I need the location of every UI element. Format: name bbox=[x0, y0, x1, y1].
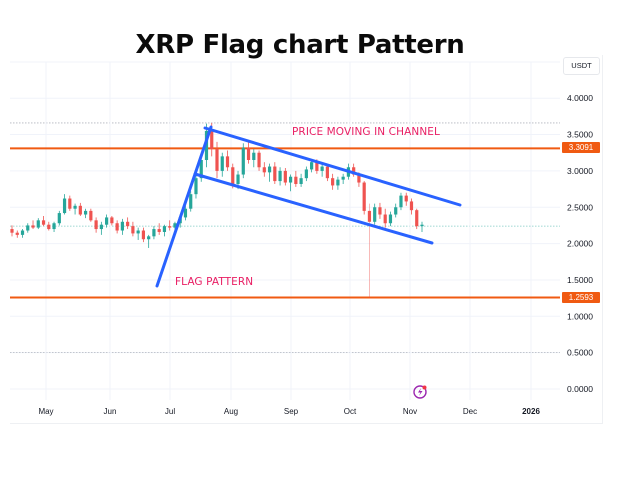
x-tick-label: Sep bbox=[284, 407, 299, 416]
grid-lines bbox=[10, 61, 560, 400]
annotation-channel: PRICE MOVING IN CHANNEL bbox=[292, 126, 440, 138]
y-tick-label: 2.5000 bbox=[567, 202, 593, 212]
trendline[interactable] bbox=[193, 172, 434, 245]
chart-title: XRP Flag chart Pattern bbox=[135, 30, 465, 60]
x-axis[interactable]: May Jun Jul Aug Sep Oct Nov Dec 2026 bbox=[38, 407, 540, 416]
y-tick-label: 1.5000 bbox=[567, 275, 593, 285]
y-tick-label: 0.5000 bbox=[567, 348, 593, 358]
currency-label[interactable]: USDT bbox=[563, 57, 600, 75]
y-tick-label: 1.0000 bbox=[567, 311, 593, 321]
trendline[interactable] bbox=[155, 125, 213, 288]
y-tick-label: 4.0000 bbox=[567, 93, 593, 103]
candles bbox=[10, 122, 424, 298]
lightning-icon[interactable] bbox=[413, 385, 427, 399]
trendlines[interactable] bbox=[155, 125, 462, 288]
y-tick-label: 2.0000 bbox=[567, 239, 593, 249]
price-tag-support: 1.2593 bbox=[562, 292, 600, 303]
x-tick-label: Dec bbox=[463, 407, 477, 416]
annotation-flag: FLAG PATTERN bbox=[175, 276, 254, 288]
x-tick-label: Oct bbox=[344, 407, 357, 416]
x-tick-label: Aug bbox=[224, 407, 238, 416]
trendline[interactable] bbox=[203, 126, 462, 207]
chart-area[interactable] bbox=[10, 55, 603, 424]
x-tick-label: Nov bbox=[403, 407, 417, 416]
x-tick-label: May bbox=[38, 407, 53, 416]
horizontal-levels bbox=[10, 147, 560, 299]
y-axis[interactable]: 4.0000 3.5000 3.0000 2.5000 2.0000 1.5000 1.00… bbox=[567, 93, 593, 394]
x-tick-label: Jun bbox=[104, 407, 117, 416]
y-tick-label: 3.0000 bbox=[567, 166, 593, 176]
y-tick-label: 3.5000 bbox=[567, 130, 593, 140]
y-tick-label: 0.0000 bbox=[567, 384, 593, 394]
x-tick-label: Jul bbox=[165, 407, 175, 416]
x-tick-label: 2026 bbox=[522, 407, 540, 416]
price-tag-resistance: 3.3091 bbox=[562, 142, 600, 153]
